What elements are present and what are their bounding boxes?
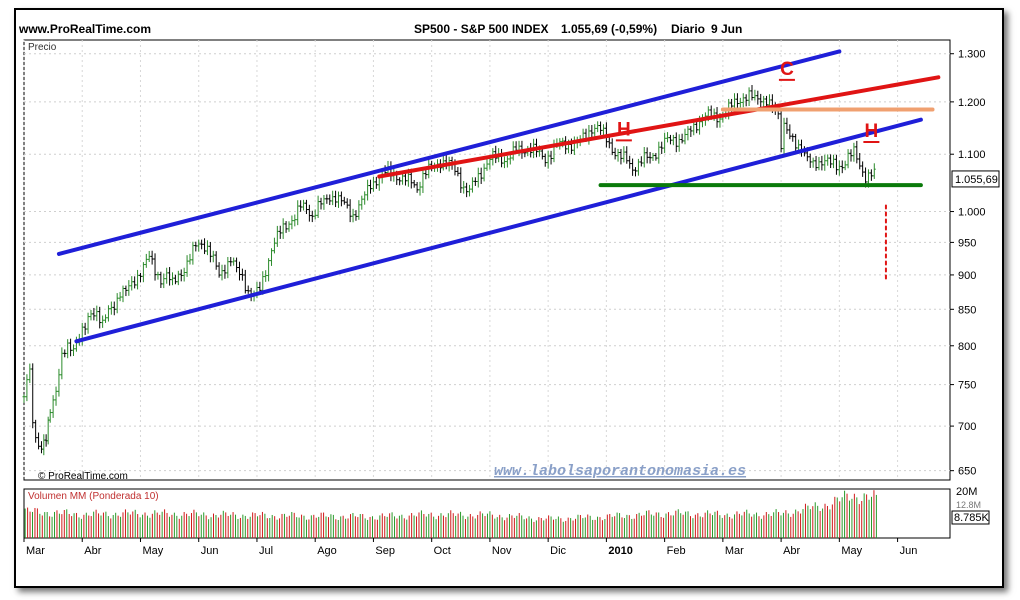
last-value-box	[951, 170, 1000, 188]
x-tick-label: May	[841, 545, 862, 557]
last-value-label: 1.055,69	[955, 174, 998, 186]
trendline-canal-inferior	[74, 117, 923, 344]
y-tick-label: 1.000	[958, 207, 986, 219]
x-tick-label: Mar	[26, 545, 45, 557]
volume-tick-label: 12.8M	[956, 500, 981, 510]
x-tick-label: Ago	[317, 545, 337, 557]
y-tick-label: 1.300	[958, 49, 986, 61]
quote-label: 1.055,69 (-0,59%)	[561, 22, 658, 36]
x-tick-label: Feb	[667, 545, 686, 557]
volume-last-box	[951, 510, 990, 525]
instrument-label: SP500 - S&P 500 INDEX	[414, 22, 549, 36]
x-tick-label: Sep	[375, 545, 395, 557]
y-tick-label: 750	[958, 380, 976, 392]
volume-tick-label: 20M	[956, 486, 977, 498]
x-tick-label: Mar	[725, 545, 744, 557]
y-tick-label: 950	[958, 237, 976, 249]
price-volume-chart: C H H 650 700 750 800 850 900 950 1.000 1.100 1.200…	[22, 39, 1000, 557]
annotation-label: H	[865, 121, 879, 142]
y-tick-label: 1.200	[958, 97, 986, 109]
trendline-canal-superior	[56, 49, 842, 256]
x-tick-label: Dic	[550, 545, 566, 557]
y-tick-label: 1.100	[958, 149, 986, 161]
volume-last-label: 8.785K	[954, 512, 990, 524]
x-tick-label: Abr	[783, 545, 800, 557]
price-panel-title: Precio	[28, 42, 57, 53]
y-tick-label: 850	[958, 304, 976, 316]
site-label[interactable]: www.ProRealTime.com	[19, 22, 152, 36]
price-panel	[23, 39, 951, 481]
trendline-resistencia-roja	[377, 75, 941, 179]
annotation-label: H	[617, 119, 631, 140]
volume-panel-title: Volumen MM (Ponderada 10)	[28, 491, 159, 502]
annotation-label: C	[780, 59, 794, 80]
x-tick-label: Oct	[434, 545, 451, 557]
y-tick-label: 700	[958, 421, 976, 433]
period-label: Diario	[671, 22, 706, 36]
y-tick-label: 800	[958, 341, 976, 353]
y-tick-label: 650	[958, 466, 976, 478]
y-tick-label: 900	[958, 270, 976, 282]
date-label: 9 Jun	[711, 22, 743, 36]
x-tick-label: Abr	[84, 545, 101, 557]
watermark-site: www.labolsaporantonomasia.es	[494, 463, 746, 480]
chart-window: C H H 650 700 750 800 850 900 950 1.000 1.100 1.200…	[14, 8, 1004, 588]
x-tick-label: Jun	[900, 545, 918, 557]
x-tick-label: May	[142, 545, 163, 557]
x-tick-label: Jul	[259, 545, 273, 557]
x-tick-label: Nov	[492, 545, 512, 557]
x-tick-label: 2010	[608, 545, 632, 557]
x-tick-label: Jun	[201, 545, 219, 557]
copyright-label: © ProRealTime.com	[38, 471, 128, 482]
